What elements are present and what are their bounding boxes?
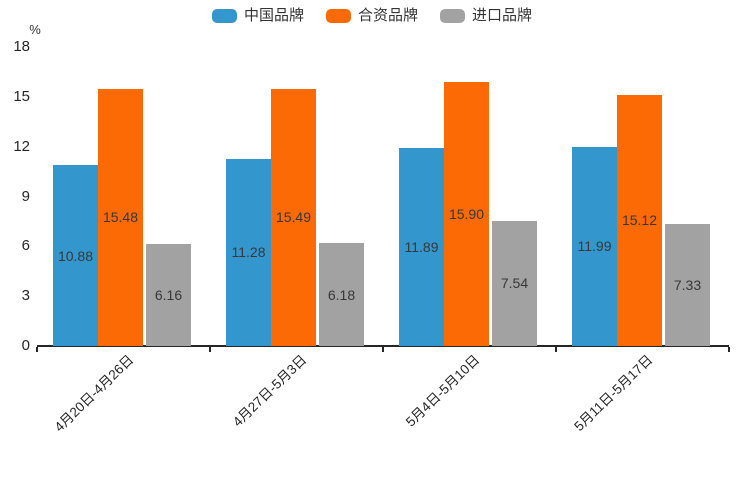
x-axis-tick (382, 347, 384, 352)
legend-swatch-icon (440, 8, 465, 23)
x-axis-line (37, 345, 729, 347)
bar-value-label: 11.28 (231, 244, 266, 261)
legend-item-joint-venture-brand[interactable]: 合资品牌 (325, 7, 418, 24)
legend-label: 合资品牌 (357, 7, 418, 24)
bar[interactable] (572, 146, 617, 346)
bar-value-label: 15.12 (621, 212, 658, 229)
y-axis-tick-label: 18 (13, 38, 30, 55)
legend-item-china-brand[interactable]: 中国品牌 (211, 7, 304, 24)
x-axis-category-label: 5月11日-5月17日 (570, 352, 655, 435)
bar-value-label: 15.90 (448, 205, 485, 222)
bar-value-label: 7.33 (673, 277, 702, 294)
bar[interactable] (444, 81, 489, 346)
x-axis-tick (36, 347, 38, 352)
bar[interactable] (146, 243, 191, 346)
legend-label: 进口品牌 (472, 7, 533, 24)
x-axis-tick (728, 347, 730, 352)
bar[interactable] (271, 88, 316, 346)
bar-value-label: 15.49 (275, 209, 312, 226)
y-axis-tick-label: 3 (21, 287, 30, 305)
y-axis-tick-label: 12 (13, 137, 30, 155)
y-axis-tick-label: 15 (13, 87, 30, 105)
bar[interactable] (492, 220, 537, 346)
y-axis-tick-label: 6 (21, 237, 30, 255)
x-axis-tick (555, 347, 557, 352)
bar[interactable] (617, 94, 662, 346)
bar-value-label: 11.99 (577, 238, 612, 255)
bar-value-label: 10.88 (57, 247, 94, 264)
legend-item-import-brand[interactable]: 进口品牌 (440, 8, 532, 23)
bar[interactable] (665, 224, 710, 346)
x-axis-tick (209, 347, 211, 352)
bar-value-label: 11.89 (404, 239, 439, 256)
bar[interactable] (319, 243, 364, 346)
legend-label: 中国品牌 (243, 7, 304, 24)
bar[interactable] (226, 158, 271, 346)
x-axis-category-label: 5月4日-5月10日 (402, 352, 482, 430)
legend-swatch-icon (325, 8, 351, 23)
bar-value-label: 7.54 (500, 275, 529, 292)
legend: 中国品牌 合资品牌 进口品牌 (0, 8, 744, 23)
y-axis-unit-label: % (29, 22, 41, 37)
bar-value-label: 6.18 (327, 286, 356, 303)
x-axis-category-label: 4月20日-4月26日 (51, 352, 136, 435)
y-axis-tick-label: 9 (21, 187, 30, 205)
bar[interactable] (399, 148, 444, 346)
x-axis-category-label: 4月27日-5月3日 (229, 352, 309, 430)
bar-value-label: 15.48 (102, 209, 139, 226)
bar[interactable] (98, 88, 143, 346)
bar-value-label: 6.16 (154, 286, 183, 303)
legend-swatch-icon (211, 8, 237, 23)
bar[interactable] (53, 165, 98, 346)
y-axis-tick-label: 0 (21, 337, 30, 354)
